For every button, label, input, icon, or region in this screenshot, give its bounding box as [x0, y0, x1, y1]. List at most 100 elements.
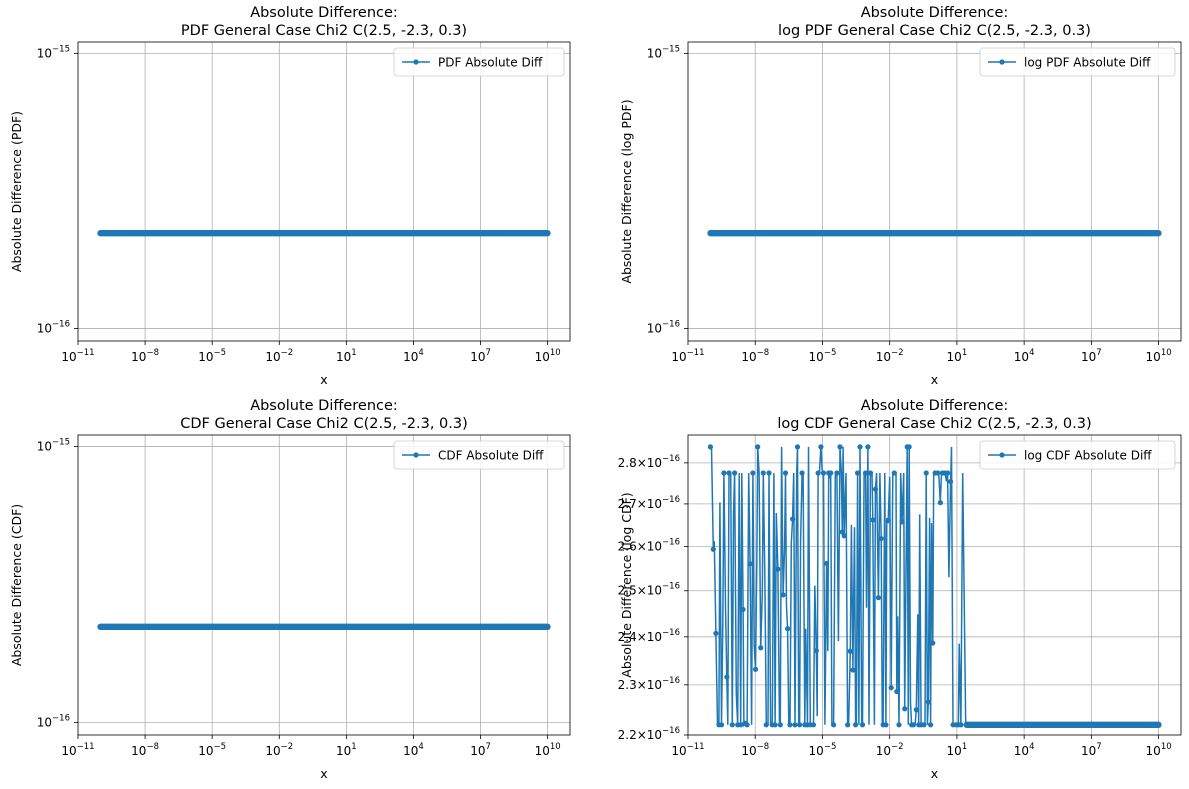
x-tick-exponent: 7 — [485, 742, 490, 752]
x-tick-label: 10−11 — [61, 348, 94, 364]
x-tick-exponent: −5 — [824, 742, 837, 752]
x-tick-exponent: −8 — [146, 742, 159, 752]
x-tick-exponent: −2 — [281, 742, 294, 752]
x-tick-base: 10 — [470, 744, 485, 758]
series-marker — [888, 685, 894, 691]
x-tick-base: 10 — [336, 744, 351, 758]
series-marker — [847, 648, 853, 654]
x-tick-label: 10−5 — [198, 742, 226, 758]
x-tick-base: 10 — [198, 744, 213, 758]
series-marker — [782, 470, 789, 476]
y-tick-base: 10 — [37, 439, 52, 453]
y-tick-exponent: −16 — [662, 676, 680, 686]
y-tick-label: 2.3×10−16 — [618, 676, 680, 692]
y-tick-exponent: −16 — [52, 319, 70, 329]
x-tick-label: 101 — [947, 348, 968, 364]
series-marker — [872, 486, 879, 492]
x-tick-exponent: 7 — [485, 348, 490, 358]
series-marker — [797, 722, 803, 728]
series-marker — [837, 444, 843, 450]
legend-marker — [999, 59, 1005, 65]
y-tick-exponent: −16 — [662, 582, 680, 592]
x-tick-base: 10 — [947, 744, 962, 758]
legend: log CDF Absolute Diff — [979, 440, 1176, 470]
series-marker — [899, 519, 905, 525]
y-tick-base: 2.3×10 — [618, 678, 662, 692]
legend-box — [979, 440, 1176, 470]
y-tick-exponent: −16 — [662, 726, 680, 736]
series-marker — [845, 722, 851, 728]
chart-title-line: Absolute Difference: — [250, 398, 398, 414]
series-marker — [707, 444, 714, 450]
series-marker — [930, 640, 936, 646]
x-tick-label: 1010 — [535, 742, 561, 758]
series-marker — [820, 470, 827, 476]
y-tick-label: 10−16 — [37, 713, 70, 729]
x-tick-base: 10 — [671, 744, 686, 758]
series-marker — [885, 518, 891, 524]
x-tick-exponent: 1 — [962, 348, 967, 358]
series-marker — [732, 470, 738, 476]
x-tick-exponent: 1 — [962, 742, 967, 752]
x-tick-label: 10−8 — [741, 742, 769, 758]
series-marker — [875, 595, 882, 601]
x-tick-label: 101 — [336, 742, 357, 758]
series-marker — [828, 470, 834, 476]
y-tick-label: 10−16 — [37, 319, 70, 335]
y-tick-base: 2.2×10 — [618, 728, 662, 742]
series-markers — [963, 721, 1162, 728]
x-tick-base: 10 — [1146, 350, 1161, 364]
x-tick-base: 10 — [876, 350, 891, 364]
x-tick-label: 104 — [403, 348, 424, 364]
x-tick-exponent: 4 — [1029, 348, 1034, 358]
x-tick-label: 10−5 — [198, 348, 226, 364]
legend-label: PDF Absolute Diff — [438, 56, 543, 70]
x-tick-exponent: −11 — [77, 348, 95, 358]
x-tick-label: 10−2 — [265, 348, 293, 364]
x-tick-exponent: 10 — [550, 348, 561, 358]
x-tick-base: 10 — [336, 350, 351, 364]
x-tick-exponent: −2 — [891, 742, 904, 752]
series-marker — [724, 674, 730, 680]
x-tick-exponent: 7 — [1096, 742, 1101, 752]
x-tick-exponent: −5 — [824, 348, 837, 358]
y-tick-exponent: −16 — [662, 454, 680, 464]
y-tick-base: 2.8×10 — [618, 456, 662, 470]
series-marker — [777, 722, 783, 728]
series-marker — [738, 722, 744, 728]
series-marker — [906, 444, 912, 450]
series-marker — [923, 470, 929, 476]
series-marker — [958, 722, 964, 728]
y-tick-label: 10−15 — [647, 44, 680, 60]
x-tick-exponent: 1 — [351, 348, 356, 358]
x-tick-exponent: 10 — [1161, 742, 1172, 752]
series-marker — [902, 706, 908, 712]
y-tick-label: 2.5×10−16 — [618, 582, 680, 598]
subplot-1: 10−11 10−8 10−5 10−2 101 104 107 101010−1610−15… — [9, 5, 571, 387]
chart-title-line: Absolute Difference: — [861, 398, 1009, 414]
x-axis-label: x — [931, 766, 938, 781]
chart-title-line: log PDF General Case Chi2 C(2.5, -2.3, 0… — [778, 23, 1091, 39]
y-tick-base: 2.4×10 — [618, 630, 662, 644]
x-tick-label: 10−2 — [265, 742, 293, 758]
legend: PDF Absolute Diff — [393, 47, 565, 77]
x-tick-label: 10−2 — [876, 742, 904, 758]
series-marker — [772, 722, 778, 728]
chart-title-line: Absolute Difference: — [861, 5, 1009, 21]
x-tick-exponent: −8 — [757, 348, 770, 358]
x-tick-label: 10−8 — [131, 348, 159, 364]
x-tick-base: 10 — [61, 744, 76, 758]
legend: CDF Absolute Diff — [393, 440, 565, 470]
y-tick-base: 2.6×10 — [618, 539, 662, 553]
x-tick-label: 1010 — [1146, 348, 1172, 364]
x-tick-exponent: 10 — [1161, 348, 1172, 358]
x-tick-exponent: 10 — [550, 742, 561, 752]
x-tick-exponent: −11 — [77, 742, 95, 752]
series-markers — [707, 229, 1162, 237]
y-tick-base: 2.7×10 — [618, 497, 662, 511]
y-tick-base: 10 — [37, 321, 52, 335]
chart-title-line: CDF General Case Chi2 C(2.5, -2.3, 0.3) — [180, 416, 468, 432]
axes-frame — [687, 434, 1182, 736]
y-axis-label: Absolute Difference (CDF) — [9, 504, 24, 666]
series-marker — [910, 722, 917, 728]
